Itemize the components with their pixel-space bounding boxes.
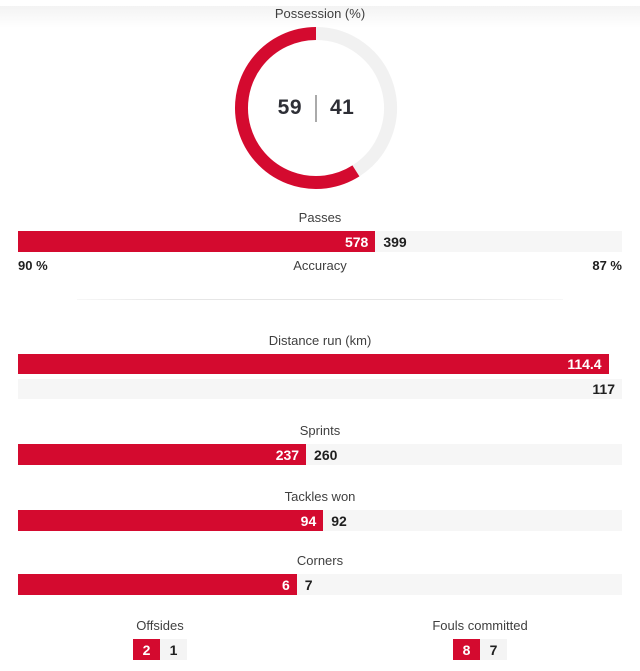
tackles-bar-track: 94 92 xyxy=(18,510,622,531)
accuracy-label: Accuracy xyxy=(293,258,347,273)
top-gradient-band xyxy=(0,6,640,28)
home-accuracy-value: 90 % xyxy=(18,258,48,273)
tackles-bar-red: 94 xyxy=(18,510,324,531)
offsides-mini-bar: 2 1 xyxy=(0,639,320,660)
distance-title: Distance run (km) xyxy=(268,333,372,348)
fouls-mini-bar: 8 7 xyxy=(320,639,640,660)
possession-arc-away xyxy=(315,27,397,177)
bottom-stats-row: Offsides 2 1 Fouls committed 8 7 xyxy=(0,618,640,660)
corners-away-value: 7 xyxy=(304,576,313,593)
fouls-title: Fouls committed xyxy=(432,618,528,633)
possession-donut-chart: 59 41 xyxy=(231,23,401,193)
possession-away-value: 41 xyxy=(330,96,355,119)
sprints-bar-track: 237 260 xyxy=(18,444,622,465)
distance-home-value: 114.4 xyxy=(567,356,602,372)
sprints-away-value: 260 xyxy=(314,446,338,463)
sprints-bar-red: 237 xyxy=(18,444,307,465)
offsides-home-value: 2 xyxy=(133,639,160,660)
passes-bar-red: 578 xyxy=(18,231,376,252)
possession-donut-svg xyxy=(235,27,397,189)
tackles-away-value: 92 xyxy=(331,512,347,529)
fouls-home-value: 8 xyxy=(453,639,480,660)
away-accuracy-value: 87 % xyxy=(592,258,622,273)
passes-title: Passes xyxy=(298,210,342,225)
section-divider xyxy=(77,299,563,300)
possession-center-values: 59 41 xyxy=(231,23,401,193)
distance-bar-home-track: 114.4 xyxy=(18,354,622,374)
possession-arc-home xyxy=(235,27,360,189)
sprints-home-value: 237 xyxy=(275,446,300,463)
sprints-title: Sprints xyxy=(299,423,341,438)
pass-accuracy-row: 90 % Accuracy 87 % xyxy=(18,258,622,273)
distance-bar-red: 114.4 xyxy=(18,354,609,374)
passes-away-value: 399 xyxy=(383,233,407,250)
corners-home-value: 6 xyxy=(281,576,290,593)
offsides-away-value: 1 xyxy=(160,639,187,660)
match-stats-panel: Possession (%) 59 41 Passes 578 399 90 %… xyxy=(0,6,640,660)
distance-bar-away-track: 117 xyxy=(18,379,622,399)
fouls-stat: Fouls committed 8 7 xyxy=(320,618,640,660)
tackles-title: Tackles won xyxy=(284,489,356,504)
distance-away-value: 117 xyxy=(592,381,615,397)
tackles-home-value: 94 xyxy=(300,512,317,529)
corners-bar-red: 6 xyxy=(18,574,297,595)
possession-title: Possession (%) xyxy=(274,6,366,21)
offsides-title: Offsides xyxy=(136,618,184,633)
offsides-stat: Offsides 2 1 xyxy=(0,618,320,660)
corners-bar-track: 6 7 xyxy=(18,574,622,595)
fouls-away-value: 7 xyxy=(480,639,507,660)
possession-value-divider xyxy=(315,94,317,122)
passes-bar-track: 578 399 xyxy=(18,231,622,252)
passes-home-value: 578 xyxy=(344,233,369,250)
corners-title: Corners xyxy=(296,553,344,568)
possession-home-value: 59 xyxy=(277,96,302,119)
